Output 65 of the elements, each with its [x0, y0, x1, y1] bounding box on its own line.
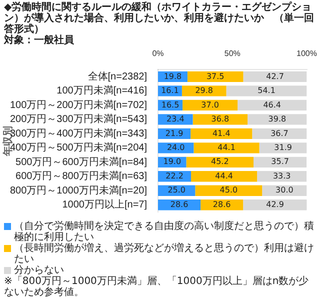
data-label: 54.1 [258, 86, 276, 96]
legend-label: 分からない [14, 265, 64, 276]
data-label: 23.4 [166, 114, 184, 124]
bar [182, 86, 226, 96]
data-label: 42.7 [266, 72, 284, 81]
data-label: 22.2 [166, 171, 184, 180]
data-label: 16.1 [161, 86, 179, 96]
bar [187, 71, 244, 82]
data-label: 30.0 [276, 186, 294, 195]
bar [192, 114, 248, 125]
bar [259, 142, 307, 154]
data-label: 45.2 [210, 157, 229, 166]
data-label: 44.1 [218, 143, 236, 152]
data-label: 46.4 [263, 100, 282, 110]
data-label: 45.0 [220, 186, 238, 195]
y-tick-label: 全体[n=2382] [88, 70, 148, 82]
data-label: 29.8 [195, 86, 214, 96]
y-tick-label: 1000万円以上[n=7] [62, 198, 148, 211]
legend-label: （自分で労働時間を決定できる自由度の高い制度だと思うので）積極的に利用したい [14, 221, 315, 243]
bar [243, 71, 307, 82]
x-tick-label: 100% [296, 49, 318, 58]
data-label: 19.8 [164, 72, 182, 81]
y-tick-label: 100万円～200万円未満[n=702] [10, 98, 148, 111]
y-tick-label: 600万円～800万円未満[n=63] [16, 170, 148, 182]
text: ※「800万円～1000万円未満」層、「1000万円以上」層はn数が少ないため参考値。 [4, 276, 310, 298]
y-tick-label: 800万円～1000万円未満[n=20] [10, 184, 148, 196]
data-label: 24.0 [166, 143, 185, 152]
chart-title: ◆労働時間に関するルールの緩和（ホワイトカラー・エグゼンプション）が導入された場合、利用したいか、利用を避けたいか （単一回答形式） [4, 2, 315, 35]
data-label: 31.9 [274, 143, 292, 152]
data-label: 21.9 [165, 128, 184, 138]
data-label: 36.7 [270, 128, 288, 138]
data-label: 25.0 [168, 186, 186, 195]
data-label: 28.6 [170, 200, 188, 209]
legend-label: （長時間労働が増え、過労死などが増えると思うので）利用は避けたい [14, 243, 315, 265]
data-label: 19.0 [163, 157, 182, 166]
bar [190, 128, 252, 140]
y-tick-label: 100万円未満[n=416] [56, 84, 148, 97]
data-label: 36.8 [211, 114, 230, 124]
bar [194, 142, 260, 154]
bar [243, 200, 307, 210]
data-label: 37.0 [201, 100, 219, 110]
bar [195, 185, 262, 196]
bar [226, 86, 307, 96]
data-label: 28.6 [212, 200, 231, 209]
bar [248, 114, 307, 125]
bar [191, 171, 258, 182]
x-tick-label: 50% [224, 49, 240, 58]
data-label: 33.3 [272, 171, 291, 180]
x-tick-label: 0% [152, 49, 164, 58]
data-label: 42.9 [266, 200, 284, 209]
bar [158, 114, 193, 125]
y-tick-label: 200万円～300万円未満[n=543] [10, 113, 148, 126]
text: 対象：一般社員 [4, 35, 75, 46]
bar [252, 128, 307, 140]
bar [238, 100, 307, 111]
bar [182, 100, 238, 111]
data-label: 39.8 [268, 114, 286, 124]
bar [254, 156, 307, 168]
bar [186, 156, 254, 168]
y-tick-label: 500万円～600万円未満[n=84] [16, 156, 148, 168]
data-label: 41.4 [212, 128, 230, 138]
data-label: 37.5 [206, 72, 224, 81]
data-label: 16.5 [161, 100, 180, 110]
data-label: 35.7 [271, 157, 289, 166]
data-label: 44.4 [215, 171, 233, 180]
